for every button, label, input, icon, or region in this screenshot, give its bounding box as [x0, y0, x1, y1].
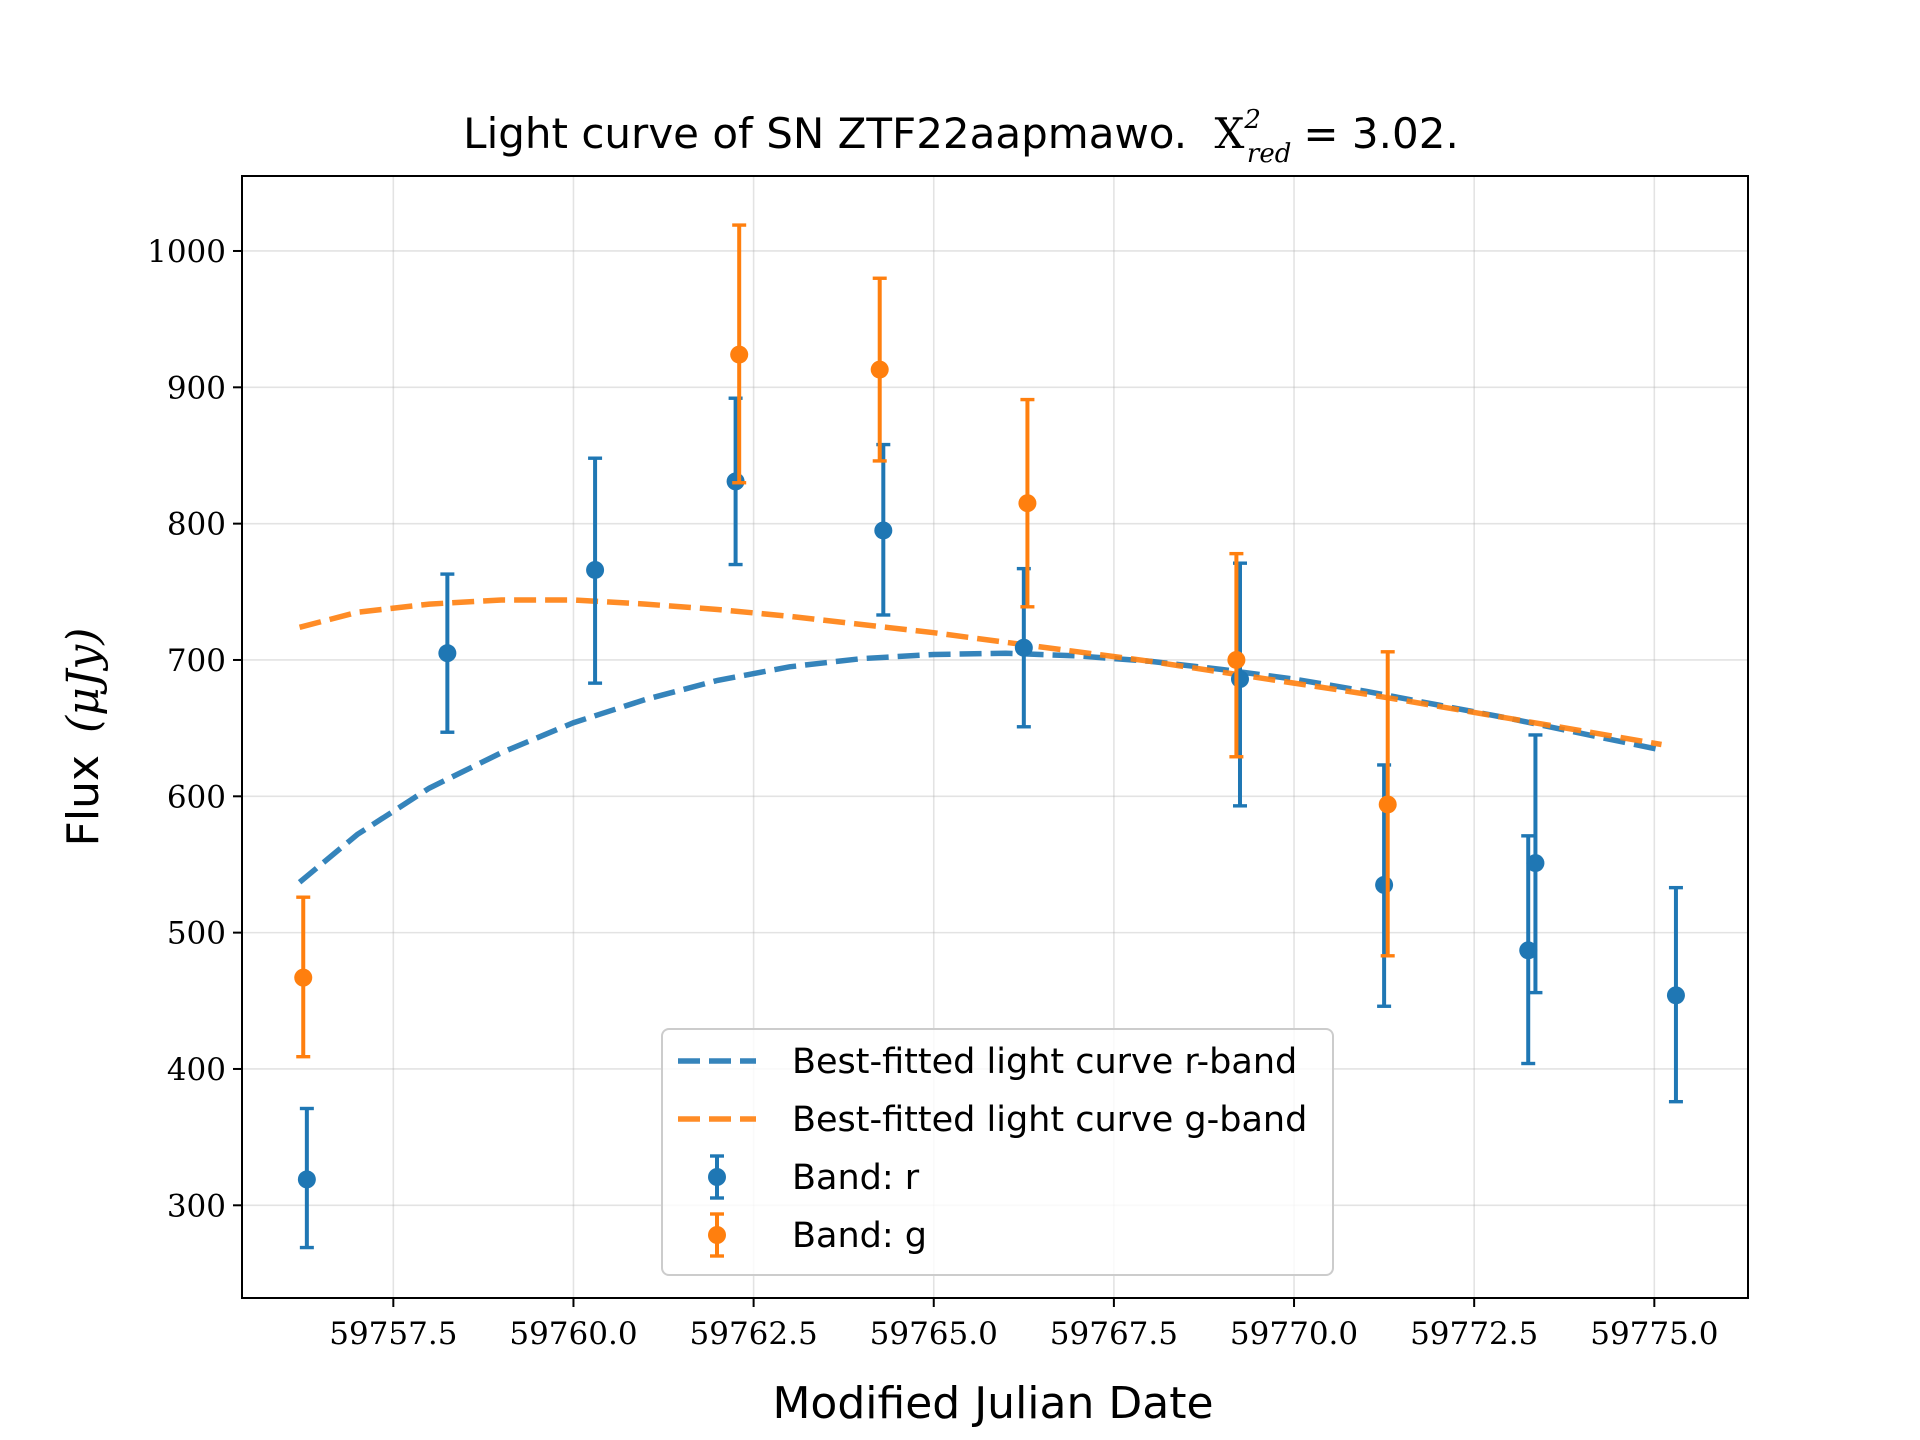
data-point	[1230, 670, 1249, 689]
data-point	[1666, 986, 1685, 1005]
plot-frame	[241, 175, 1749, 1299]
y-tick-label: 300	[167, 1188, 226, 1224]
y-tick-label: 400	[167, 1052, 226, 1088]
legend-box	[661, 1028, 1334, 1276]
legend-swatch-marker	[708, 1168, 726, 1186]
series-band-g	[294, 223, 1397, 1059]
data-point	[1526, 854, 1545, 873]
x-tick-label: 59760.0	[509, 1316, 637, 1352]
legend-swatch-marker	[708, 1226, 726, 1244]
legend-label: Best-fitted light curve r-band	[792, 1042, 1297, 1082]
fit-curves	[297, 597, 1663, 885]
data-point	[1014, 638, 1033, 657]
legend: Best-fitted light curve r-band Best-fitte…	[661, 1028, 1334, 1276]
y-tick-label: 800	[167, 507, 226, 543]
x-tick-label: 59762.5	[690, 1316, 818, 1352]
data-point	[870, 360, 889, 379]
data-point	[438, 644, 457, 663]
y-tick-label: 700	[167, 643, 226, 679]
data-point	[1378, 795, 1397, 814]
axis-ticks: 59757.5 59760.0 59762.5 59765.0 59767.5 59770…	[147, 234, 1718, 1352]
chart-title: Light curve of SN ZTF22aapmawo. X2 red = 3…	[463, 105, 1459, 169]
data-point	[1375, 875, 1394, 894]
y-tick-label: 1000	[147, 234, 226, 270]
x-tick-label: 59757.5	[329, 1316, 457, 1352]
data-point	[1519, 941, 1538, 960]
x-tick-label: 59770.0	[1230, 1316, 1358, 1352]
data-point	[1227, 650, 1246, 669]
y-tick-label: 500	[167, 916, 226, 952]
legend-entry: Best-fitted light curve g-band	[678, 1100, 1307, 1140]
data-point	[586, 560, 605, 579]
data-points	[294, 223, 1685, 1250]
y-tick-label: 900	[167, 370, 226, 406]
legend-entry: Band: g	[708, 1212, 927, 1258]
x-tick-label: 59772.5	[1410, 1316, 1538, 1352]
fit-line-best-fitted-light-curve-g-band	[298, 597, 1662, 748]
legend-entry: Best-fitted light curve r-band	[678, 1042, 1297, 1082]
y-tick-label: 600	[167, 779, 226, 815]
data-point	[730, 345, 749, 364]
x-tick-label: 59775.0	[1590, 1316, 1718, 1352]
legend-label: Band: g	[792, 1216, 927, 1256]
data-point	[294, 968, 313, 987]
x-tick-label: 59765.0	[870, 1316, 998, 1352]
x-axis-label: Modified Julian Date	[772, 1378, 1213, 1429]
legend-label: Best-fitted light curve g-band	[792, 1100, 1307, 1140]
data-point	[874, 521, 893, 540]
y-axis-label: Flux (μJy)	[58, 628, 109, 847]
legend-entry: Band: r	[708, 1154, 920, 1200]
legend-label: Band: r	[792, 1158, 920, 1198]
x-tick-label: 59767.5	[1050, 1316, 1178, 1352]
data-point	[297, 1170, 316, 1189]
data-point	[1018, 494, 1037, 513]
